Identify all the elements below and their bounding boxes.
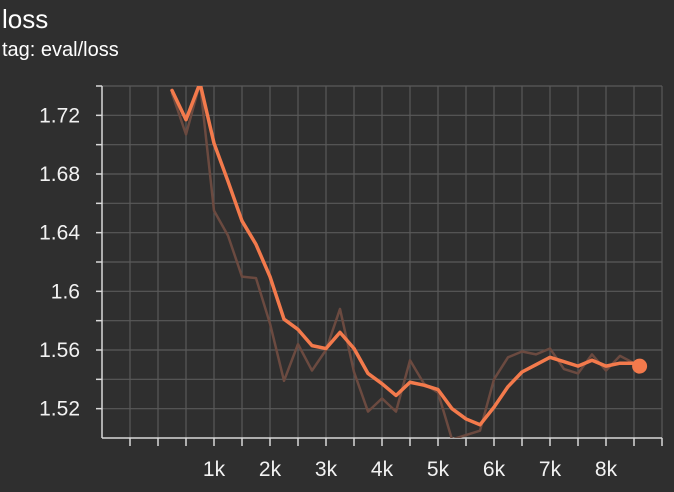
y-tick-label: 1.6 <box>51 280 80 303</box>
series-line-raw <box>170 86 641 438</box>
y-tick-label: 1.56 <box>39 339 80 362</box>
axes: 1.52 1.56 1.6 1.64 1.68 1.72 1k 2k 3k 4k 5k 6k 7k 8k <box>39 85 663 481</box>
x-tick-label: 8k <box>595 458 618 481</box>
x-tick-label: 2k <box>259 458 282 481</box>
y-tick-label: 1.52 <box>39 398 80 421</box>
chart-title: loss <box>2 4 49 34</box>
y-tick-label: 1.72 <box>39 104 80 127</box>
x-tick-label: 3k <box>315 458 338 481</box>
y-tick-label: 1.64 <box>39 222 80 245</box>
x-tick-label: 7k <box>539 458 562 481</box>
x-tick-label: 5k <box>427 458 450 481</box>
series-line-smoothed <box>170 86 642 427</box>
x-tick-label: 4k <box>371 458 394 481</box>
y-tick-label: 1.68 <box>39 163 80 186</box>
x-tick-label: 6k <box>483 458 506 481</box>
series-end-point[interactable] <box>632 358 648 374</box>
chart-tag: tag: eval/loss <box>2 39 119 61</box>
grid <box>102 85 663 438</box>
x-tick-label: 1k <box>203 458 226 481</box>
